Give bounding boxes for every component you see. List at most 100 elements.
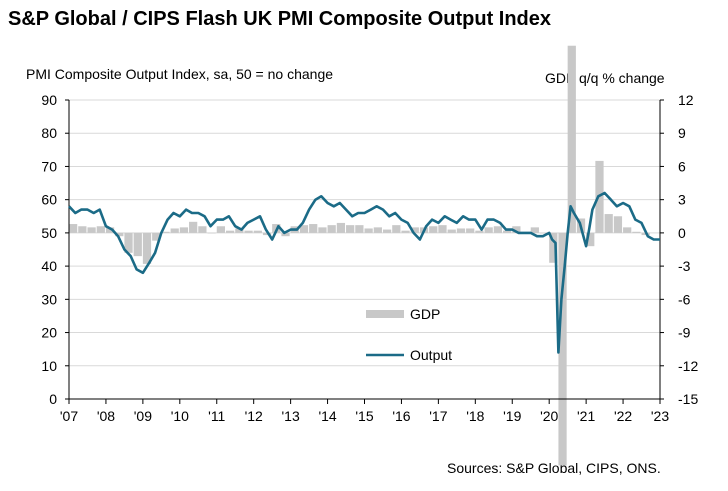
gdp-bar [152,232,161,241]
gdp-bar [410,227,419,233]
y2-tick-label: -9 [678,325,691,341]
gdp-bar [179,227,189,233]
gdp-bar [198,226,207,233]
gdp-bar [613,216,623,233]
y-tick-label: 20 [41,325,57,341]
gdp-bar [438,225,447,233]
gdp-bar [133,232,142,257]
gdp-bar [429,226,438,233]
gdp-bar [401,230,410,233]
gdp-bar [466,228,475,233]
gdp-bar [189,221,198,233]
y-tick-label: 30 [41,291,57,307]
gdp-bar [530,227,539,233]
x-tick-label: '10 [171,408,189,424]
x-tick-label: '23 [651,408,669,424]
gdp-bar [549,232,558,263]
y2-tick-label: 0 [678,225,686,241]
gdp-bar [225,230,235,233]
gdp-bar [253,230,262,233]
gdp-bar [69,224,78,233]
x-tick-label: '07 [60,408,78,424]
y-tick-label: 50 [41,225,57,241]
gdp-bar [281,232,290,237]
y-axis-label-left: PMI Composite Output Index, sa, 50 = no … [26,66,334,82]
gdp-bar [124,232,133,253]
gdp-bar [567,45,576,233]
y2-tick-label: -6 [678,291,691,307]
x-tick-label: '20 [540,408,558,424]
gdp-bar [96,226,105,233]
legend-gdp-label: GDP [410,306,440,322]
gdp-bar [142,232,152,264]
source-note: Sources: S&P Global, CIPS, ONS. [447,460,661,476]
chart-title: S&P Global / CIPS Flash UK PMI Composite… [8,8,552,30]
y-tick-label: 0 [49,391,57,407]
gdp-bar [309,224,318,233]
gdp-bar [336,222,346,233]
gdp-bar [327,225,336,233]
gdp-bar [216,226,225,233]
y2-tick-label: 3 [678,192,686,208]
gdp-bar [456,228,466,233]
gdp-bar [558,232,567,466]
y2-tick-label: -15 [678,391,698,407]
legend-output-label: Output [410,347,452,363]
x-tick-label: '11 [208,408,225,424]
y-tick-label: 40 [41,258,57,274]
y2-tick-label: -3 [678,258,691,274]
y-tick-label: 10 [41,358,57,374]
gdp-bar [539,232,549,234]
gdp-bar [346,225,355,233]
gdp-bar [586,232,595,247]
x-tick-label: '21 [577,408,595,424]
x-tick-label: '17 [429,408,447,424]
x-tick-label: '09 [134,408,152,424]
gdp-bar [244,230,253,233]
x-tick-label: '18 [466,408,484,424]
gdp-bar [475,230,484,233]
y2-tick-label: 9 [678,125,686,141]
gdp-bar [604,214,613,233]
y2-tick-label: 12 [678,92,694,108]
gdp-bar [355,225,364,233]
gdp-bar [318,227,327,233]
gdp-bar [105,227,115,233]
y-tick-label: 60 [41,192,57,208]
x-tick-label: '08 [97,408,115,424]
gdp-bar [632,231,641,233]
legend-gdp-swatch [366,310,404,318]
gdp-bar [392,225,401,233]
x-tick-label: '15 [355,408,373,424]
gdp-bar [299,225,309,233]
y2-tick-label: 6 [678,158,686,174]
gdp-bar [262,232,272,236]
gdp-bar [503,230,512,233]
gdp-bar [207,232,216,234]
x-tick-label: '22 [614,408,632,424]
x-tick-label: '12 [245,408,263,424]
gdp-bar [364,228,373,233]
y-tick-label: 70 [41,158,57,174]
gdp-bar [623,227,632,233]
gdp-bar [484,227,493,233]
gdp-bar [373,227,382,233]
gdp-bar [170,228,179,233]
gdp-bar [115,232,124,237]
gdp-bar [235,228,244,233]
gdp-bar [447,229,456,233]
gdp-bar [161,231,170,233]
y-tick-label: 80 [41,125,57,141]
x-tick-label: '16 [392,408,410,424]
x-tick-label: '14 [318,408,336,424]
y2-tick-label: -12 [678,358,698,374]
gdp-bar [87,227,96,233]
y-tick-label: 90 [41,92,57,108]
gdp-bar [382,229,392,233]
gdp-bar [512,226,521,233]
gdp-bar [78,226,87,233]
output-line [68,191,660,354]
x-tick-label: '13 [282,408,300,424]
x-tick-label: '19 [503,408,521,424]
